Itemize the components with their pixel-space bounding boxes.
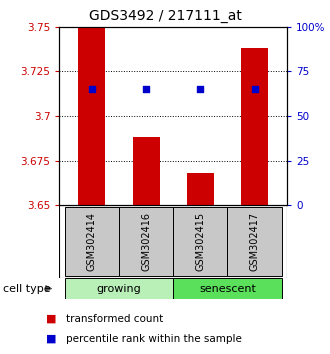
Point [144, 86, 149, 92]
Text: GSM302414: GSM302414 [87, 212, 97, 271]
Bar [187, 173, 214, 205]
Text: ■: ■ [46, 334, 57, 344]
Point [252, 86, 257, 92]
Bar [241, 48, 268, 205]
Point [89, 86, 95, 92]
FancyBboxPatch shape [173, 207, 227, 276]
Text: GDS3492 / 217111_at: GDS3492 / 217111_at [88, 9, 242, 23]
FancyBboxPatch shape [227, 207, 282, 276]
Text: GSM302416: GSM302416 [141, 212, 151, 271]
Bar [78, 27, 106, 205]
FancyBboxPatch shape [65, 207, 119, 276]
Text: senescent: senescent [199, 284, 256, 293]
Text: growing: growing [97, 284, 142, 293]
Text: GSM302417: GSM302417 [249, 212, 260, 271]
Point [198, 86, 203, 92]
FancyBboxPatch shape [119, 207, 173, 276]
Bar [133, 137, 160, 205]
Text: GSM302415: GSM302415 [195, 212, 205, 271]
Text: ■: ■ [46, 314, 57, 324]
FancyBboxPatch shape [65, 278, 173, 299]
Text: cell type: cell type [3, 284, 51, 293]
FancyBboxPatch shape [173, 278, 282, 299]
Text: transformed count: transformed count [66, 314, 163, 324]
Text: percentile rank within the sample: percentile rank within the sample [66, 334, 242, 344]
